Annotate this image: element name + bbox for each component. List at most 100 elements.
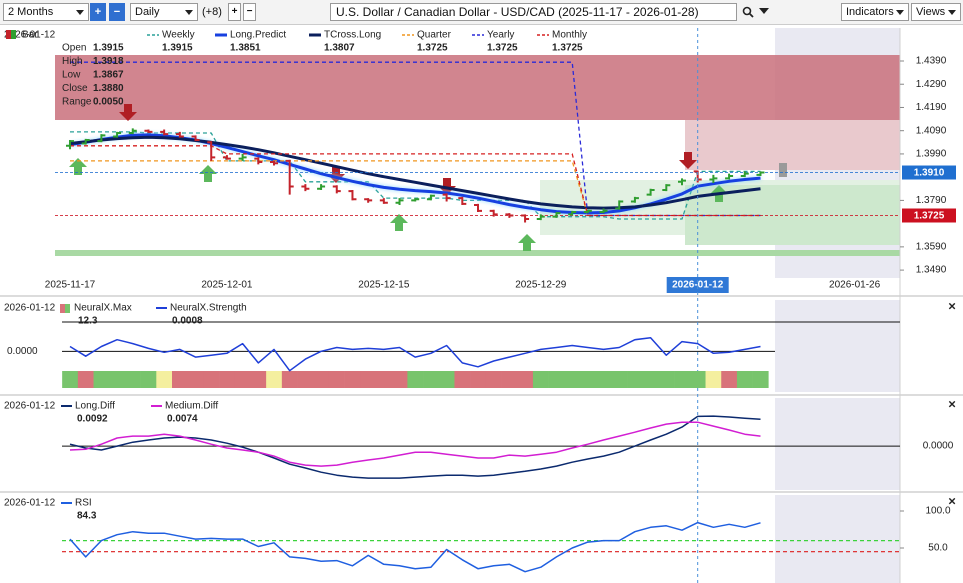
ohlc-bar	[630, 196, 639, 203]
strip-cell	[281, 371, 298, 388]
indicators-button[interactable]: Indicators	[841, 3, 909, 21]
bar-swatch	[11, 30, 16, 39]
ohlc-bar	[740, 171, 749, 178]
ohlc-bar	[191, 135, 200, 142]
sell-arrow	[679, 152, 697, 169]
strip-cell	[580, 371, 596, 388]
readout-label: Low	[62, 70, 81, 81]
buy-arrow	[518, 234, 536, 251]
ohlc-bar	[536, 214, 545, 221]
x-tick-label: 2025-12-29	[515, 280, 567, 291]
legend-label: Quarter	[417, 30, 452, 41]
period-select[interactable]: 2 Months	[3, 3, 89, 21]
strip-cell	[360, 371, 377, 388]
strip-cell	[658, 371, 675, 388]
legend-value: 0.0008	[172, 316, 203, 327]
strip-cell	[564, 371, 581, 388]
ohlc-bar	[756, 171, 765, 177]
cursor-date: 2026-01-12	[4, 498, 56, 509]
ohlc-bar	[442, 193, 451, 202]
ohlc-bar	[317, 184, 326, 190]
cursor-date-box	[666, 277, 729, 293]
resistance-zone-light	[685, 120, 900, 170]
y-tick-label: 0.0000	[7, 346, 38, 357]
y-tick-label: 1.3790	[916, 195, 947, 206]
strip-cell	[313, 371, 330, 388]
legend-label: Long.Predict	[230, 30, 286, 41]
sell-arrow	[119, 104, 137, 121]
strip-cell	[642, 371, 659, 388]
strip-cell	[172, 371, 188, 388]
views-button[interactable]: Views	[911, 3, 961, 21]
y-tick-label: 1.4390	[916, 56, 947, 67]
legend-value: 1.3725	[417, 43, 448, 54]
strip-cell	[470, 371, 487, 388]
close-button[interactable]: ×	[948, 396, 956, 411]
strip-cell	[485, 371, 502, 388]
price-tag-label: 1.3910	[914, 168, 945, 179]
strip-cell	[124, 371, 141, 388]
x-tick-label: 2025-12-01	[201, 280, 253, 291]
legend-value: 12.3	[78, 316, 98, 327]
y-tick-label: 1.3590	[916, 242, 947, 253]
readout-label: Close	[62, 83, 88, 94]
legend-label: Monthly	[552, 30, 587, 41]
ohlc-bar	[144, 129, 153, 134]
strip-cell	[250, 371, 267, 388]
strip-cell	[266, 371, 283, 388]
bar-swatch	[6, 30, 11, 39]
readout-value: 0.0050	[93, 97, 124, 108]
close-button[interactable]: ×	[948, 493, 956, 508]
ohlc-bar	[238, 153, 247, 161]
readout-value: 1.3918	[93, 56, 124, 67]
readout-label: High	[62, 56, 83, 67]
offset-plus[interactable]: +	[228, 3, 241, 21]
ohlc-bar	[270, 160, 278, 166]
y-tick-label: 0.0000	[923, 441, 954, 452]
strip-cell	[376, 371, 392, 388]
zoom-in[interactable]: +	[90, 3, 106, 21]
zoom-out[interactable]: −	[109, 3, 125, 21]
strip-cell	[501, 371, 518, 388]
ohlc-bar	[505, 213, 514, 218]
y-tick-label: 1.3490	[916, 265, 947, 276]
ohlc-bar	[348, 189, 357, 201]
legend-label: TCross.Long	[324, 30, 381, 41]
legend-label: Bar	[22, 30, 38, 41]
current-bar	[779, 163, 787, 177]
indicator-line	[69, 421, 761, 467]
cursor-date: 2026-01-12	[4, 401, 56, 412]
offset-minus[interactable]: −	[243, 3, 256, 21]
search-icon[interactable]	[742, 6, 754, 18]
instrument-dropdown[interactable]	[759, 8, 769, 16]
legend-value: 1.3851	[230, 43, 261, 54]
strip-cell	[62, 371, 79, 388]
instrument-box[interactable]: U.S. Dollar / Canadian Dollar - USD/CAD …	[330, 3, 737, 21]
legend-value: 1.3725	[552, 43, 583, 54]
ohlc-bar	[599, 208, 608, 214]
strip-cell	[219, 371, 236, 388]
ohlc-bar	[160, 129, 169, 136]
future-area	[775, 300, 900, 392]
ohlc-bar	[646, 188, 655, 196]
legend-value: 1.3915	[162, 43, 193, 54]
strip-cell	[187, 371, 204, 388]
ohlc-bar	[222, 155, 231, 160]
ohlc-bar	[66, 139, 74, 150]
strip-cell	[517, 371, 534, 388]
legend-label: Weekly	[162, 30, 195, 41]
ohlc-bar	[301, 184, 310, 192]
readout-value: 1.3915	[93, 43, 124, 54]
close-button[interactable]: ×	[948, 298, 956, 313]
legend-label: Long.Diff	[75, 401, 115, 412]
readout-label: Open	[62, 43, 86, 54]
legend-value: 1.3807	[324, 43, 355, 54]
offset: (+8)	[202, 6, 222, 18]
strip-cell	[407, 371, 424, 388]
ohlc-bar	[662, 184, 671, 192]
legend-label: Medium.Diff	[165, 401, 218, 412]
strip-cell	[423, 371, 440, 388]
interval-select[interactable]: Daily	[130, 3, 198, 21]
